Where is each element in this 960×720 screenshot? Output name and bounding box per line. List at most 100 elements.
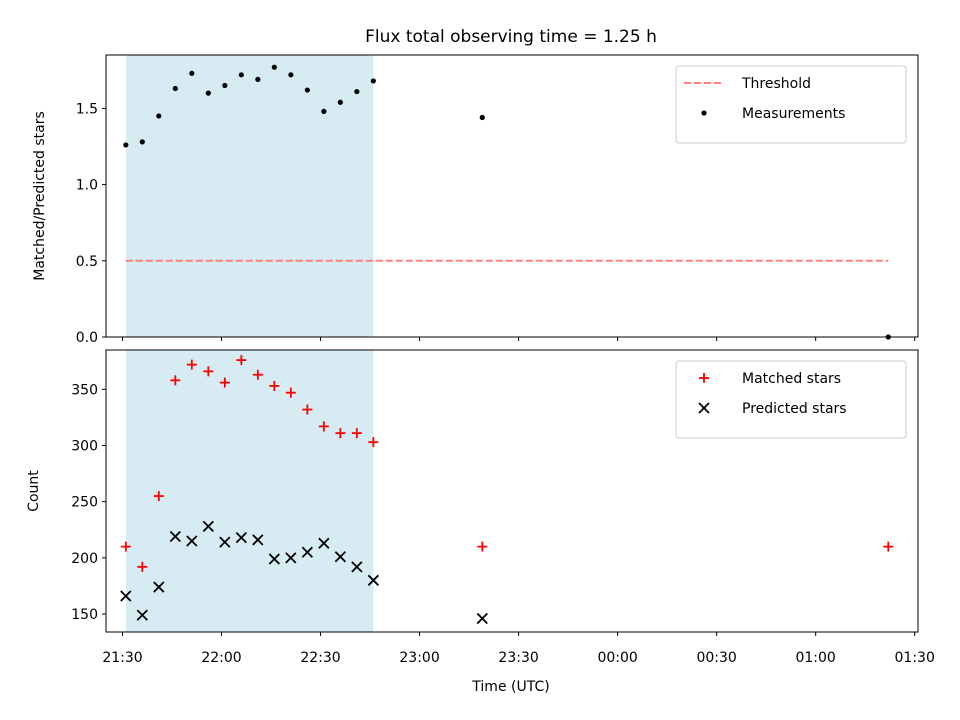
bottom-series0-point-0 bbox=[120, 541, 131, 552]
bottom-series1-point-15 bbox=[367, 574, 380, 586]
bottom-x-tick-label-7: 01:00 bbox=[795, 650, 835, 666]
bottom-series1-point-15-b bbox=[367, 574, 380, 586]
top-series0-point-9 bbox=[271, 64, 277, 70]
top-series0-point-8 bbox=[255, 76, 261, 82]
bottom-series1-point-1-b bbox=[136, 609, 148, 621]
bottom-series0-point-8 bbox=[252, 369, 263, 380]
top-legend-label-0: Threshold bbox=[741, 76, 811, 92]
bottom-series1-point-12 bbox=[318, 537, 330, 549]
top-y-tick-label-2: 1.0 bbox=[76, 178, 98, 194]
bottom-series0-point-5 bbox=[203, 366, 214, 377]
top-legend-marker-1 bbox=[701, 110, 707, 116]
bottom-series0-point-4 bbox=[186, 359, 197, 370]
bottom-y-axis-label: Count bbox=[26, 470, 42, 512]
bottom-series0-point-3 bbox=[170, 375, 181, 386]
bottom-series0-point-9 bbox=[269, 380, 280, 391]
bottom-legend-box bbox=[675, 360, 907, 439]
bottom-series1-point-2 bbox=[153, 581, 165, 593]
top-y-tick-label-0: 0.0 bbox=[76, 330, 98, 346]
bottom-legend-marker-1 bbox=[698, 402, 710, 414]
top-series0-point-16 bbox=[479, 114, 485, 121]
bottom-x-tick-label-1: 22:00 bbox=[201, 650, 241, 666]
bottom-series1-point-16-b bbox=[476, 612, 488, 625]
bottom-series1-point-3-b bbox=[169, 530, 181, 543]
bottom-x-tick-label-3: 23:00 bbox=[399, 650, 439, 666]
bottom-series1-point-8 bbox=[252, 534, 264, 546]
bottom-series1-point-12-b bbox=[318, 537, 330, 549]
bottom-legend-label-1: Predicted stars bbox=[742, 401, 847, 417]
bottom-series1-point-7 bbox=[235, 531, 247, 544]
bottom-series1-point-9-b bbox=[268, 553, 280, 565]
bottom-series0-point-10 bbox=[285, 387, 296, 398]
top-series0-point-2 bbox=[156, 113, 162, 119]
bottom-legend-marker-0 bbox=[699, 373, 709, 383]
bottom-series1-point-11-b bbox=[301, 546, 313, 558]
bottom-y-tick-label-1: 200 bbox=[71, 551, 98, 567]
top-y-tick-label-1: 0.5 bbox=[76, 254, 98, 270]
bottom-series0-point-7 bbox=[236, 355, 247, 366]
bottom-series1-point-13 bbox=[334, 551, 346, 563]
bottom-y-tick-label-0: 150 bbox=[71, 607, 98, 623]
bottom-y-tick-label-3: 300 bbox=[71, 438, 98, 454]
top-legend-box bbox=[675, 65, 907, 144]
bottom-series0-point-13 bbox=[335, 428, 346, 439]
bottom-series1-point-6 bbox=[219, 536, 231, 548]
bottom-series0-point-14 bbox=[351, 428, 362, 439]
bottom-series1-point-5 bbox=[202, 520, 214, 533]
top-series0-point-15 bbox=[370, 78, 376, 84]
top-legend-label-1: Measurements bbox=[742, 106, 845, 122]
bottom-series1-point-14-b bbox=[351, 561, 363, 573]
bottom-series0-point-1 bbox=[137, 561, 148, 572]
bottom-legend-label-0: Matched stars bbox=[742, 371, 841, 387]
bottom-series1-point-4 bbox=[186, 535, 198, 547]
bottom-series1-point-13-b bbox=[334, 551, 346, 563]
bottom-series1-point-2-b bbox=[153, 581, 165, 593]
bottom-series1-point-11 bbox=[301, 546, 313, 558]
bottom-series1-point-8-b bbox=[252, 534, 264, 546]
bottom-legend-marker-1-b bbox=[698, 402, 710, 414]
top-panel: 0.0 0.5 1.0 1.5 Threshold Measurements bbox=[76, 54, 919, 346]
bottom-series1-point-5-b bbox=[202, 520, 214, 533]
top-series0-point-0 bbox=[123, 142, 129, 148]
bottom-series1-point-0-b bbox=[120, 590, 132, 602]
bottom-series1-point-6-b bbox=[219, 536, 231, 548]
top-series0-point-1 bbox=[139, 139, 145, 145]
bottom-series1-point-3 bbox=[169, 530, 181, 543]
top-series0-point-14 bbox=[354, 88, 360, 95]
bottom-observing-window bbox=[125, 350, 374, 632]
top-series0-point-11 bbox=[304, 87, 310, 93]
top-series0-point-3 bbox=[172, 85, 178, 92]
top-series0-point-5 bbox=[205, 90, 211, 96]
bottom-x-tick-label-0: 21:30 bbox=[102, 650, 142, 666]
bottom-x-tick-label-8: 01:30 bbox=[895, 650, 935, 666]
top-plot-frame bbox=[105, 54, 919, 338]
bottom-x-tick-label-4: 23:30 bbox=[498, 650, 538, 666]
bottom-series1-point-4-b bbox=[186, 535, 198, 547]
top-series0-point-7 bbox=[238, 72, 244, 78]
chart-title: Flux total observing time = 1.25 h bbox=[365, 27, 657, 47]
bottom-x-tick-label-6: 00:30 bbox=[696, 650, 736, 666]
top-series0-point-4 bbox=[189, 70, 195, 76]
x-axis-label: Time (UTC) bbox=[471, 679, 549, 695]
bottom-series1-point-9 bbox=[268, 553, 280, 565]
top-series0-point-13 bbox=[337, 99, 343, 105]
top-observing-window bbox=[125, 55, 374, 337]
top-series0-point-12 bbox=[321, 108, 327, 114]
top-y-axis-label: Matched/Predicted stars bbox=[32, 111, 48, 281]
bottom-series0-point-12 bbox=[318, 421, 329, 432]
bottom-series1-point-10-b bbox=[285, 552, 297, 564]
bottom-x-tick-label-2: 22:30 bbox=[300, 650, 340, 666]
bottom-y-tick-label-4: 350 bbox=[71, 382, 98, 398]
bottom-series0-point-6 bbox=[219, 377, 230, 388]
top-series0-point-6 bbox=[222, 82, 228, 89]
bottom-series1-point-16 bbox=[476, 612, 488, 625]
bottom-series0-point-15 bbox=[368, 437, 379, 448]
top-y-tick-label-3: 1.5 bbox=[76, 101, 98, 117]
bottom-panel: 150 200 250 300 350 21:30 22:00 22:30 23:00 23:30… bbox=[71, 349, 935, 666]
bottom-series0-point-16 bbox=[477, 541, 488, 552]
bottom-series0-point-11 bbox=[302, 404, 313, 415]
bottom-y-tick-label-2: 250 bbox=[71, 495, 98, 511]
top-series0-point-10 bbox=[288, 72, 294, 78]
bottom-plot-frame bbox=[105, 349, 919, 633]
